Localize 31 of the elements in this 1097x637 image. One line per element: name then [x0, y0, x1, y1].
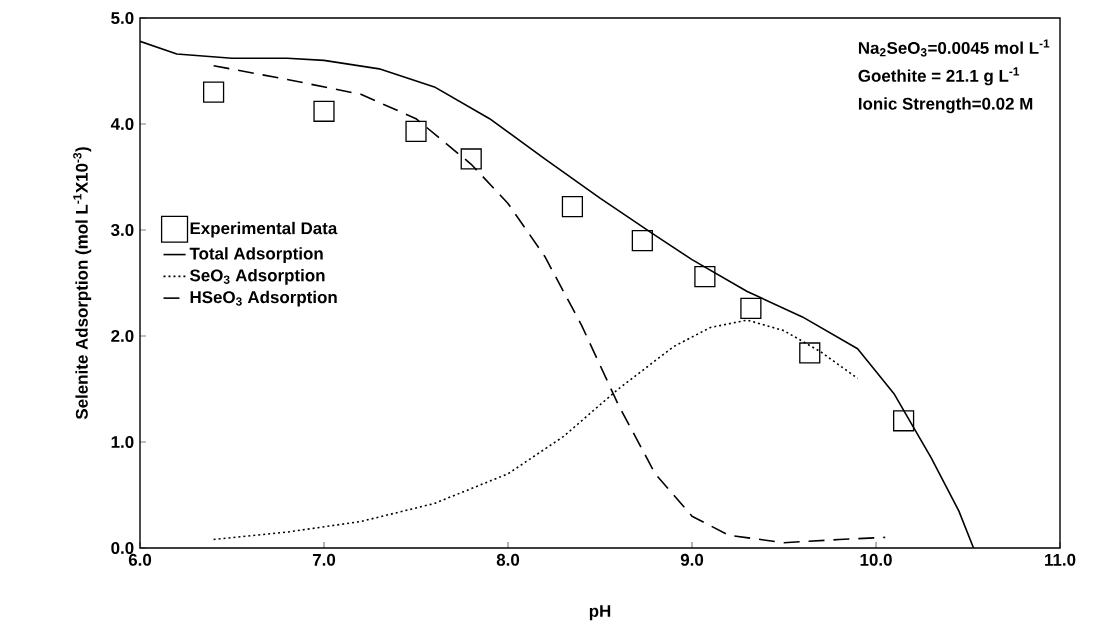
point	[460, 148, 482, 170]
y-tick-label: 3.0	[111, 223, 134, 236]
x-tick-label: 11.0	[1045, 553, 1076, 566]
legend-label: Experimental Data	[190, 221, 338, 238]
legend-label: Total Adsorption	[189, 247, 323, 263]
point	[631, 229, 653, 252]
legend-label: HSeO$_{3}$ Adsorption	[190, 290, 337, 307]
point	[740, 297, 762, 320]
point	[799, 342, 821, 364]
y-tick-label: 0.0	[111, 541, 134, 554]
point	[203, 81, 225, 103]
x-tick-label: 6.0	[128, 553, 152, 566]
y-tick-label: 2.0	[111, 329, 134, 342]
annotation: Ionic Strength=0.02 M	[858, 97, 1033, 114]
legend-label: SeO$_{3}$ Adsorption	[189, 268, 325, 285]
y-tick-label: 1.0	[111, 435, 134, 448]
annotation: Goethite = 21.1 g L$^{-1}$	[858, 67, 1020, 86]
x-tick-label: 8.0	[496, 553, 520, 566]
x-axis-title: pH	[589, 605, 611, 621]
point	[893, 410, 915, 432]
annotation: Na$_{2}$SeO$_{3}$=0.0045 mol L$^{-1}$	[858, 39, 1050, 57]
point	[313, 100, 335, 122]
point	[561, 196, 584, 218]
y-tick-label: 4.0	[110, 117, 134, 130]
x-tick-label: 9.0	[680, 553, 704, 566]
point	[405, 120, 427, 143]
x-tick-label: 7.0	[312, 553, 336, 566]
y-tick-label: 5.0	[111, 11, 134, 24]
point	[694, 266, 716, 288]
x-tick-label: 10.0	[860, 553, 892, 566]
y-axis-title: Selenite Adsorption (mol L$^{-1}$X10$^{-3}$)	[73, 147, 92, 420]
